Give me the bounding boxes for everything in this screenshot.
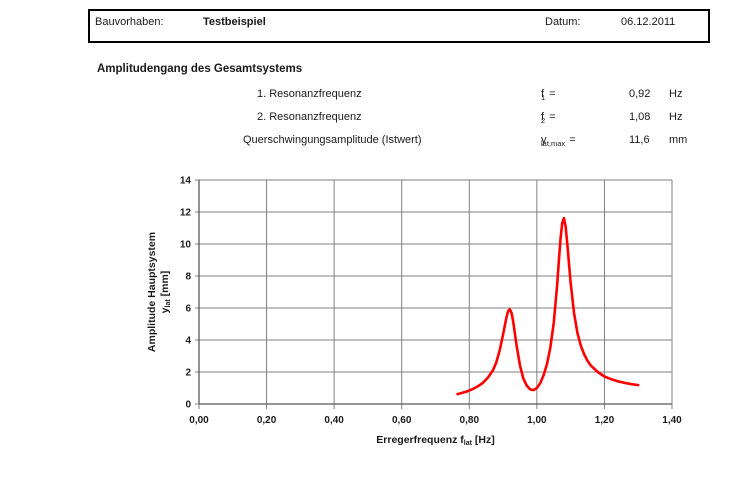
param-value: 11,6	[629, 134, 650, 146]
datum-value: 06.12.2011	[621, 16, 676, 28]
x-tick-label: 0,00	[189, 415, 209, 426]
x-tick-label: 1,20	[595, 415, 615, 426]
amplitude-response-chart: 0 2 4 6 8 10 12 14 0,00 0,20 0,40 0,60 0,80 1,00 1,20 1…	[146, 176, 682, 448]
param-label: Querschwingungsamplitude (Istwert)	[243, 134, 422, 146]
x-tick-label: 0,80	[460, 415, 480, 426]
param-row-resonanz-2: 2. Resonanzfrequenz f 2 = 1,08 Hz	[0, 111, 736, 127]
param-value: 1,08	[629, 111, 651, 123]
param-row-querschwingung: Querschwingungsamplitude (Istwert) y lat,…	[0, 134, 736, 150]
param-unit: Hz	[669, 88, 683, 100]
y-tick-label: 2	[185, 368, 191, 379]
param-row-resonanz-1: 1. Resonanzfrequenz f 1 = 0,92 Hz	[0, 88, 736, 104]
y-tick-label: 0	[185, 400, 191, 411]
equals-sign: =	[549, 111, 556, 123]
bauvorhaben-label: Bauvorhaben:	[95, 16, 164, 28]
equals-sign: =	[549, 88, 556, 100]
symbol-sub: 2	[541, 116, 546, 126]
x-tick-label: 1,00	[527, 415, 547, 426]
symbol-base: y	[541, 134, 547, 146]
symbol-base: f	[541, 111, 545, 123]
x-tick-label: 0,60	[392, 415, 412, 426]
symbol-sub: 1	[541, 93, 546, 103]
equals-sign: =	[569, 134, 576, 146]
x-axis-title: Erregerfrequenz flat [Hz]	[376, 434, 494, 447]
y-tick-label: 12	[180, 208, 192, 219]
param-unit: mm	[669, 134, 688, 146]
amplitude-curve	[456, 216, 640, 396]
header-box: Bauvorhaben: Testbeispiel Datum: 06.12.2…	[88, 9, 710, 43]
y-tick-label: 6	[185, 304, 191, 315]
param-value: 0,92	[629, 88, 651, 100]
param-unit: Hz	[669, 111, 683, 123]
y-tick-label: 14	[180, 176, 192, 187]
y-axis-title-line2: ylat [mm]	[159, 271, 172, 314]
x-tick-label: 0,40	[324, 415, 344, 426]
symbol-sub: lat,max	[541, 139, 566, 149]
y-axis-title-line1: Amplitude Hauptsystem	[146, 232, 158, 352]
y-tick-label: 4	[185, 336, 191, 347]
y-tick-label: 10	[180, 240, 192, 251]
symbol-base: f	[541, 88, 545, 100]
x-tick-label: 0,20	[257, 415, 277, 426]
bauvorhaben-value: Testbeispiel	[203, 16, 266, 28]
section-title: Amplitudengang des Gesamtsystems	[97, 63, 303, 75]
param-label: 2. Resonanzfrequenz	[257, 111, 362, 123]
datum-label: Datum:	[545, 16, 581, 28]
param-symbol: y lat,max =	[541, 134, 576, 149]
param-symbol: f 1 =	[541, 88, 556, 103]
param-label: 1. Resonanzfrequenz	[257, 88, 362, 100]
y-tick-label: 8	[185, 272, 191, 283]
x-tick-label: 1,40	[662, 415, 682, 426]
param-symbol: f 2 =	[541, 111, 556, 126]
